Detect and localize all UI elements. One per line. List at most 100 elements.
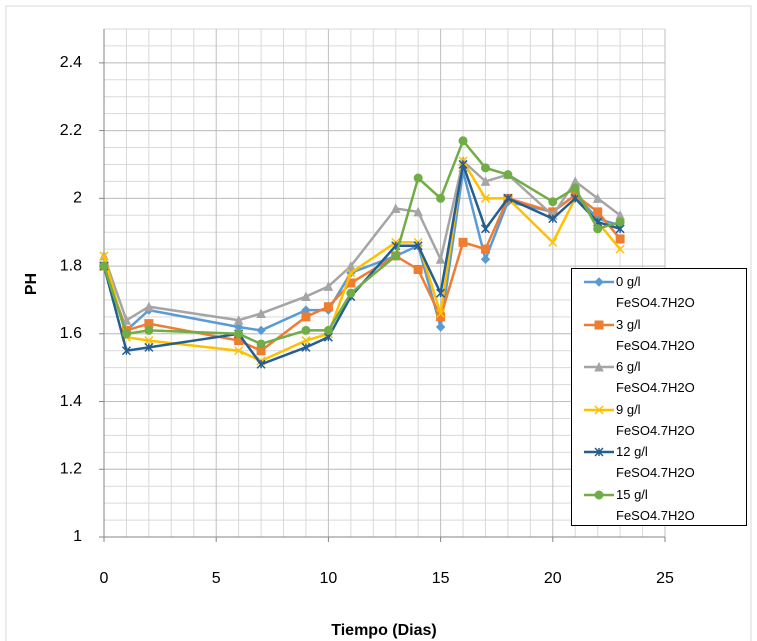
y-tick-label: 1.8 [60, 257, 82, 274]
x-tick-label: 10 [320, 570, 338, 587]
marker [594, 404, 604, 415]
marker [435, 254, 446, 264]
marker [480, 163, 490, 173]
marker [346, 268, 356, 278]
legend-label: 15 g/l FeSO4.7H2O [616, 486, 695, 523]
marker [144, 325, 154, 335]
marker [435, 322, 446, 332]
marker [480, 244, 490, 254]
legend-key [584, 404, 614, 415]
marker [594, 447, 604, 457]
marker [480, 224, 491, 234]
marker [436, 308, 446, 319]
legend: 0 g/l FeSO4.7H2O 3 g/l FeSO4.7H2O 6 g/l Fe… [571, 268, 747, 526]
marker [615, 244, 625, 254]
x-axis-title: Tiempo (Dias) [331, 622, 437, 639]
marker [503, 193, 513, 203]
y-tick-label: 1.2 [60, 460, 82, 477]
marker [301, 325, 311, 335]
marker [256, 339, 266, 349]
y-tick-label: 2 [73, 190, 82, 207]
marker [256, 325, 266, 336]
series-line [102, 158, 621, 323]
y-tick-label: 1 [73, 528, 82, 545]
marker [436, 288, 446, 298]
marker [548, 197, 558, 207]
marker [390, 203, 401, 213]
x-tick-label: 0 [100, 570, 109, 587]
marker [391, 251, 401, 261]
marker [548, 214, 558, 224]
marker [346, 260, 356, 271]
legend-key [584, 490, 614, 499]
marker [615, 234, 625, 244]
marker [256, 308, 266, 318]
marker [121, 315, 132, 325]
marker [570, 193, 580, 203]
marker [144, 301, 154, 312]
series-line [102, 157, 622, 363]
marker [301, 312, 311, 322]
legend-key [584, 277, 614, 287]
marker [593, 207, 603, 217]
legend-entry: 6 g/l FeSO4.7H2O [580, 356, 746, 399]
marker [436, 193, 446, 203]
marker [121, 329, 131, 339]
marker [413, 241, 423, 251]
marker [323, 302, 333, 312]
legend-label: 6 g/l FeSO4.7H2O [616, 359, 695, 395]
marker [480, 193, 491, 203]
marker [99, 261, 109, 271]
legend-label: 3 g/l FeSO4.7H2O [616, 316, 695, 353]
marker [413, 173, 423, 183]
marker [592, 193, 603, 203]
legend-label: 0 g/l FeSO4.7H2O [616, 274, 695, 310]
legend-key [584, 447, 614, 457]
marker [594, 490, 604, 499]
y-axis-title: PH [23, 273, 40, 295]
marker [234, 329, 244, 339]
marker [301, 291, 311, 302]
marker [503, 170, 513, 180]
x-tick-label: 25 [656, 570, 674, 587]
marker [346, 288, 356, 298]
y-tick-label: 1.4 [60, 393, 82, 410]
legend-entry: 9 g/l FeSO4.7H2O [580, 399, 746, 442]
y-tick-label: 2.2 [60, 122, 82, 139]
legend-entry: 3 g/l FeSO4.7H2O [580, 314, 746, 357]
legend-entry: 15 g/l FeSO4.7H2O [580, 484, 746, 527]
marker [594, 277, 604, 287]
x-tick-label: 15 [432, 570, 450, 587]
marker [615, 217, 625, 227]
marker [593, 224, 603, 234]
legend-key [584, 320, 614, 329]
marker [256, 359, 266, 369]
marker [570, 183, 580, 193]
marker [323, 281, 334, 291]
marker [594, 361, 604, 372]
x-tick-label: 5 [212, 570, 221, 587]
legend-key [584, 361, 614, 372]
marker [458, 159, 468, 169]
marker [121, 346, 131, 356]
marker [144, 342, 154, 352]
marker [480, 176, 491, 186]
marker [301, 342, 311, 352]
marker [458, 136, 468, 146]
marker [548, 237, 558, 247]
marker [458, 237, 468, 247]
marker [233, 315, 244, 325]
y-tick-label: 1.6 [60, 325, 82, 342]
legend-label: 9 g/l FeSO4.7H2O [616, 401, 695, 438]
marker [234, 346, 244, 356]
marker [323, 325, 333, 335]
y-tick-label: 2.4 [60, 54, 82, 71]
marker [144, 336, 154, 346]
marker [480, 254, 491, 265]
marker [413, 264, 423, 274]
legend-entry: 0 g/l FeSO4.7H2O [580, 271, 746, 314]
marker [413, 206, 423, 217]
x-tick-label: 20 [544, 570, 562, 587]
marker [301, 336, 311, 346]
